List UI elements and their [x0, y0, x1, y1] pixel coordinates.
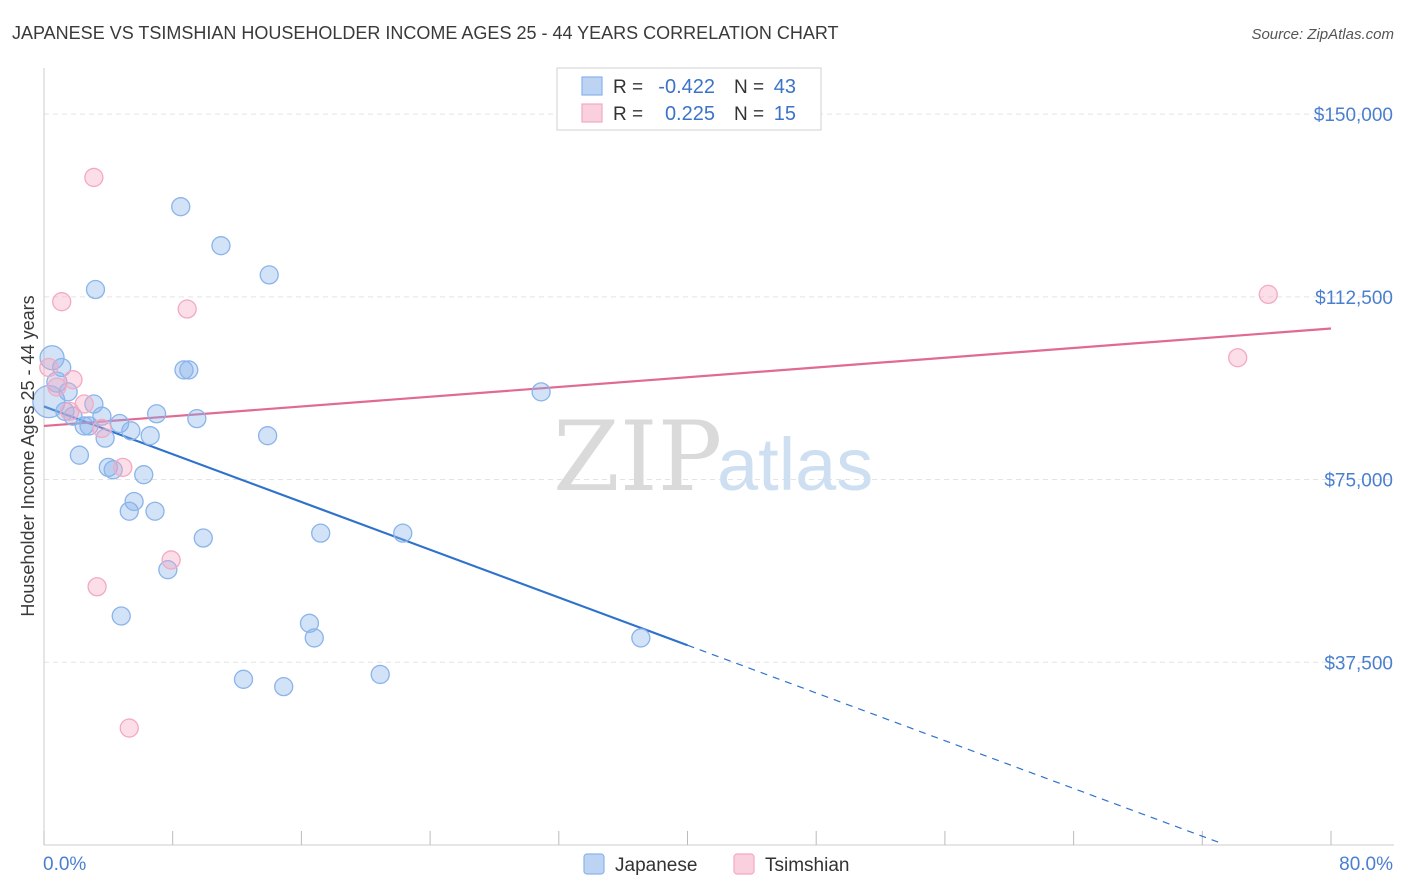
watermark-zip: ZIP [553, 401, 722, 513]
stats-n-value-japanese: 43 [774, 76, 796, 98]
point-japanese-30 [193, 528, 213, 548]
chart-title: JAPANESE VS TSIMSHIAN HOUSEHOLDER INCOME… [12, 23, 839, 43]
y-axis-label: Householder Income Ages 25 - 44 years [18, 295, 38, 616]
point-tsimshian-7 [87, 577, 107, 597]
point-japanese-38 [311, 523, 331, 543]
point-japanese-19 [121, 421, 141, 441]
point-japanese-29 [187, 408, 207, 429]
y-tick-labels: $37,500 $75,000 $112,500 $150,000 [1314, 105, 1393, 674]
point-japanese-32 [233, 669, 254, 689]
legend-swatch-tsimshian [733, 853, 755, 875]
point-japanese-28 [179, 360, 199, 380]
point-japanese-42 [631, 628, 651, 648]
point-japanese-36 [299, 613, 320, 633]
point-tsimshian-1 [47, 377, 67, 397]
stats-swatch-tsimshian [581, 103, 603, 123]
point-japanese-23 [145, 501, 165, 521]
watermark: ZIP atlas [553, 401, 873, 513]
stats-swatch-japanese [581, 76, 603, 96]
point-japanese-31 [211, 236, 231, 256]
y-tick-label-2: $112,500 [1315, 288, 1393, 309]
point-japanese-1 [39, 345, 65, 371]
point-tsimshian-2 [52, 292, 72, 312]
x-tick-label-left: 0.0% [43, 854, 86, 875]
point-japanese-24 [146, 404, 167, 424]
point-japanese-7 [69, 445, 90, 465]
trend-line-extension-japanese [687, 644, 1219, 843]
point-japanese-16 [109, 413, 130, 434]
point-tsimshian-0 [39, 357, 59, 378]
point-tsimshian-14 [1258, 284, 1278, 305]
point-japanese-5 [58, 382, 78, 402]
stats-n-label-japanese: N = [734, 77, 764, 98]
y-tick-label-3: $150,000 [1314, 105, 1393, 126]
point-japanese-26 [171, 197, 191, 217]
trend-line-tsimshian [43, 327, 1332, 428]
chart-source: Source: ZipAtlas.com [1251, 26, 1394, 43]
legend-label-japanese: Japanese [615, 855, 697, 876]
point-japanese-33 [257, 426, 278, 446]
point-tsimshian-13 [1228, 348, 1248, 368]
axes [43, 68, 1394, 846]
stats-r-label-japanese: R = [613, 77, 643, 98]
point-tsimshian-8 [92, 418, 112, 439]
trend-lines [43, 327, 1332, 843]
point-japanese-41 [531, 382, 551, 402]
legend-swatch-japanese [583, 853, 605, 875]
point-tsimshian-4 [63, 370, 83, 390]
point-tsimshian-12 [177, 299, 197, 319]
trend-line-japanese [43, 405, 688, 647]
point-japanese-17 [111, 606, 131, 626]
point-tsimshian-5 [74, 394, 94, 414]
point-japanese-39 [370, 664, 390, 685]
data-points [32, 167, 1278, 738]
stats-n-label-tsimshian: N = [734, 104, 764, 125]
point-japanese-37 [304, 628, 324, 648]
point-japanese-22 [140, 426, 160, 446]
legend-label-tsimshian: Tsimshian [765, 855, 849, 876]
point-japanese-35 [274, 676, 294, 697]
stats-legend: R = -0.422 N = 43 R = 0.225 N = 15 [556, 67, 822, 131]
point-japanese-34 [259, 265, 279, 285]
point-japanese-20 [124, 491, 144, 512]
point-tsimshian-6 [84, 167, 104, 188]
x-tick-label-right: 80.0% [1339, 854, 1393, 875]
point-japanese-40 [393, 523, 413, 543]
grid [44, 113, 1394, 663]
point-japanese-21 [134, 465, 154, 485]
point-japanese-27 [174, 360, 194, 380]
stats-r-label-tsimshian: R = [613, 104, 643, 125]
point-japanese-18 [119, 501, 139, 521]
point-japanese-0 [32, 384, 66, 419]
stats-r-value-japanese: -0.422 [658, 76, 715, 98]
point-tsimshian-10 [119, 718, 139, 738]
y-tick-label-0: $37,500 [1324, 653, 1393, 674]
series-legend: Japanese Tsimshian [583, 853, 849, 876]
point-tsimshian-11 [161, 550, 181, 570]
stats-n-value-tsimshian: 15 [774, 103, 796, 125]
stats-r-value-tsimshian: 0.225 [665, 103, 715, 125]
point-japanese-11 [85, 279, 106, 300]
watermark-atlas: atlas [717, 423, 873, 506]
y-tick-label-1: $75,000 [1324, 471, 1393, 492]
point-tsimshian-9 [113, 457, 133, 478]
